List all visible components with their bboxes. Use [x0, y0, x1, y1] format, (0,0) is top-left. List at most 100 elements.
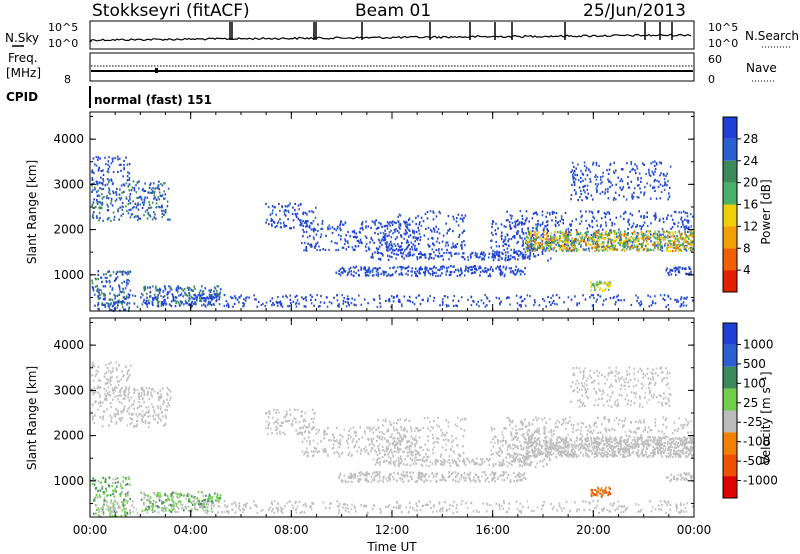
velocity-echo [356, 475, 359, 478]
power-echo [126, 175, 129, 178]
power-echo [626, 240, 628, 243]
power-echo [439, 268, 441, 271]
power-echo [523, 273, 526, 276]
velocity-echo [352, 426, 355, 429]
power-echo [377, 271, 379, 274]
station-title: Stokkseyri (fitACF) [92, 1, 250, 21]
velocity-echo [457, 472, 460, 475]
power-echo [387, 299, 390, 302]
power-echo [637, 243, 640, 246]
power-echo [341, 271, 344, 274]
power-echo [580, 240, 583, 243]
velocity-echo [385, 440, 388, 443]
velocity-echo [459, 419, 462, 422]
power-echo [96, 289, 98, 292]
power-echo [354, 248, 356, 251]
velocity-echo [437, 416, 439, 419]
velocity-echo [468, 477, 470, 480]
power-echo [601, 181, 603, 184]
power-echo [406, 239, 409, 242]
velocity-echo [384, 420, 387, 423]
velocity-echo [478, 479, 481, 482]
velocity-echo [395, 450, 398, 454]
power-echo [438, 210, 441, 213]
power-echo [390, 244, 392, 247]
power-echo [377, 233, 379, 236]
power-echo [207, 297, 210, 300]
power-echo [676, 300, 678, 303]
velocity-echo [399, 457, 402, 460]
velocity-echo [299, 427, 301, 430]
velocity-echo [153, 390, 156, 393]
power-echo [643, 221, 646, 224]
power-echo [185, 301, 188, 304]
power-echo [631, 233, 634, 236]
power-echo [510, 217, 513, 220]
power-echo [385, 245, 388, 249]
power-echo [583, 161, 586, 164]
power-echo [415, 236, 417, 239]
power-echo [636, 299, 638, 302]
power-echo [495, 222, 497, 225]
power-echo [603, 289, 606, 292]
power-echo [154, 213, 156, 216]
power-echo [522, 270, 524, 273]
velocity-echo [392, 437, 394, 440]
velocity-echo [441, 463, 443, 466]
velocity-echo [337, 441, 340, 444]
power-echo [669, 165, 672, 168]
power-echo [101, 182, 104, 185]
velocity-echo [400, 428, 403, 431]
velocity-echo [110, 371, 112, 375]
power-echo [592, 163, 594, 166]
velocity-echo [284, 433, 286, 436]
power-echo [114, 297, 116, 300]
velocity-echo [491, 472, 494, 475]
power-echo [494, 256, 496, 259]
power-echo [550, 303, 552, 306]
power-echo [398, 231, 400, 234]
power-echo [628, 245, 631, 248]
power-echo [385, 244, 388, 247]
power-echo [336, 242, 338, 245]
power-echo [123, 159, 125, 163]
power-echo [305, 248, 307, 251]
power-echo [509, 227, 512, 230]
power-echo [633, 187, 636, 190]
velocity-echo [109, 394, 111, 397]
power-echo [309, 234, 311, 237]
power-echo [515, 250, 518, 253]
power-echo [146, 286, 149, 289]
power-echo [683, 225, 685, 228]
velocity-echo [444, 460, 446, 463]
power-echo [120, 196, 123, 200]
power-echo [572, 247, 575, 250]
power-echo [506, 296, 509, 299]
power-echo [157, 196, 160, 199]
velocity-echo [406, 463, 408, 466]
power-echo [399, 222, 402, 226]
power-echo [106, 276, 108, 280]
power-echo [108, 179, 111, 182]
power-echo [118, 293, 120, 296]
power-echo [127, 293, 130, 296]
power-echo [196, 296, 199, 299]
power-echo [580, 235, 583, 238]
velocity-echo [410, 430, 413, 433]
velocity-echo [288, 419, 291, 422]
power-echo [201, 285, 203, 288]
power-echo [324, 248, 327, 251]
power-echo [669, 268, 672, 271]
power-echo [634, 240, 637, 243]
power-echo [639, 187, 641, 190]
power-echo [425, 227, 427, 230]
power-echo [143, 286, 145, 289]
velocity-echo [148, 397, 151, 401]
power-echo [504, 243, 506, 246]
power-echo [609, 248, 612, 251]
power-echo [537, 222, 539, 225]
velocity-echo [312, 454, 315, 457]
power-echo [113, 293, 116, 297]
velocity-echo [453, 459, 456, 462]
velocity-echo [296, 433, 299, 436]
